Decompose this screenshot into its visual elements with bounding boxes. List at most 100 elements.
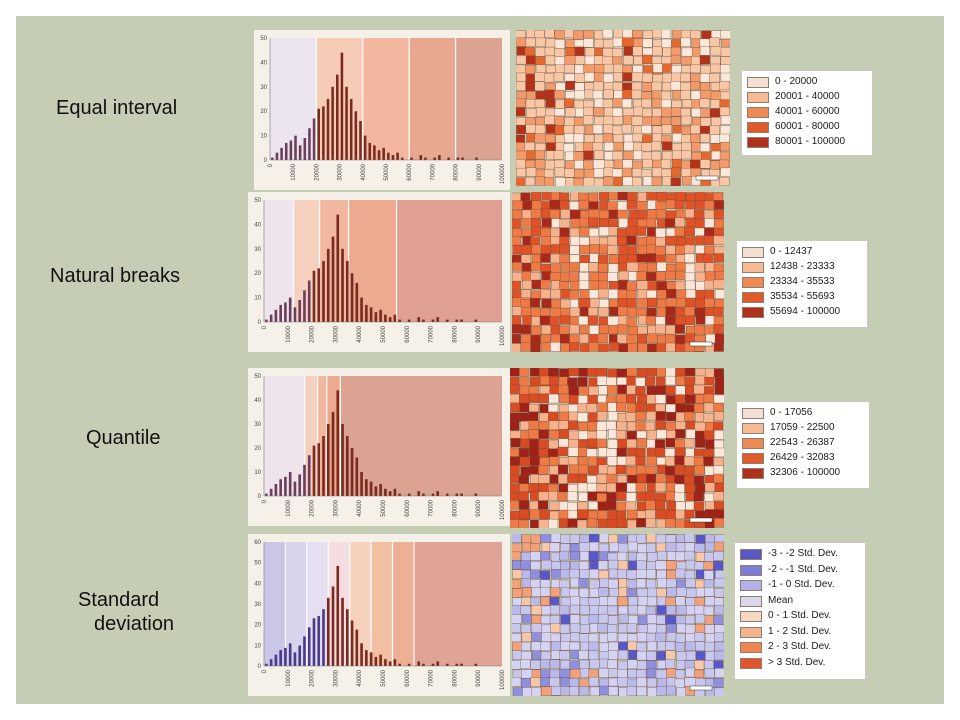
map-polygon (607, 201, 618, 211)
x-tick-label: 40000 (357, 669, 363, 686)
map-polygon (512, 280, 521, 291)
map-polygon (685, 421, 696, 431)
map-polygon (550, 623, 561, 633)
map-polygon (578, 199, 589, 210)
map-polygon (700, 117, 711, 127)
histogram-bar (331, 412, 335, 496)
map-polygon (645, 376, 656, 386)
map-polygon (665, 253, 676, 264)
map-polygon (525, 37, 536, 47)
map-polygon (651, 116, 662, 126)
map-polygon (714, 668, 724, 678)
map-polygon (703, 605, 714, 616)
map-polygon (703, 570, 714, 580)
map-polygon (589, 560, 600, 571)
map-polygon (579, 633, 590, 643)
map-polygon (593, 72, 604, 82)
map-polygon (675, 551, 686, 562)
map-polygon (685, 429, 696, 439)
x-tick-label: 60000 (405, 669, 411, 686)
map-polygon (592, 90, 603, 100)
histogram-bar (326, 99, 330, 160)
map-polygon (550, 244, 561, 254)
x-tick-label: 90000 (477, 163, 483, 180)
histogram-bar (410, 157, 413, 160)
map-polygon (685, 633, 696, 643)
map-polygon (554, 39, 565, 49)
map-polygon (559, 650, 570, 660)
map-polygon (516, 134, 525, 144)
map-polygon (674, 455, 685, 465)
choropleth-map-standard-deviation (512, 534, 724, 696)
map-polygon (635, 456, 646, 466)
map-polygon (675, 669, 686, 680)
map-polygon (617, 201, 628, 211)
legend-swatch (740, 580, 762, 591)
map-polygon (588, 650, 599, 660)
map-polygon (662, 63, 673, 73)
histogram-bar (284, 142, 288, 160)
histogram-bar (379, 484, 382, 496)
map-polygon (584, 89, 595, 99)
x-tick-label: 60000 (407, 163, 413, 180)
map-polygon (651, 81, 662, 91)
map-polygon (711, 150, 722, 160)
map-polygon (538, 429, 549, 439)
histogram-svg: 0 10 20 30 40 50 60 0 10000 20000 30000 40000 50000 6… (254, 540, 506, 690)
map-polygon (540, 677, 551, 687)
map-polygon (559, 668, 570, 679)
histogram-axis (263, 542, 502, 667)
histogram-bar (350, 620, 354, 666)
histogram-axis (263, 376, 502, 497)
map-polygon (584, 134, 595, 144)
map-polygon (558, 483, 569, 493)
map-polygon (720, 30, 730, 40)
map-polygon (621, 98, 632, 108)
map-polygon (699, 46, 710, 56)
map-polygon (598, 280, 609, 290)
map-polygon (544, 46, 555, 56)
map-polygon (675, 542, 686, 552)
map-polygon (607, 236, 618, 246)
map-polygon (559, 244, 570, 254)
map-polygon (598, 385, 609, 395)
map-polygon (598, 560, 609, 570)
map-polygon (560, 272, 570, 282)
map-polygon (606, 492, 617, 502)
map-polygon (635, 386, 646, 396)
map-polygon (684, 368, 695, 377)
histogram-bar (269, 314, 273, 322)
map-polygon (637, 326, 648, 336)
map-polygon (646, 368, 657, 377)
scale-bar (689, 517, 713, 523)
x-tick-label: 10000 (291, 163, 297, 180)
map-polygon (662, 73, 673, 83)
map-polygon (613, 90, 624, 100)
map-polygon (685, 394, 696, 404)
map-polygon (703, 413, 714, 423)
map-polygon (512, 560, 522, 570)
x-tick-label: 90000 (476, 499, 482, 516)
histogram-bar (373, 145, 376, 160)
map-polygon (626, 376, 637, 386)
class-band (293, 200, 320, 322)
map-polygon (665, 270, 676, 281)
map-polygon (665, 650, 676, 660)
map-polygon (588, 192, 598, 202)
map-polygon (555, 134, 566, 144)
map-polygon (569, 227, 580, 238)
map-polygon (618, 641, 629, 651)
map-polygon (705, 439, 716, 450)
histogram-bar (391, 155, 395, 160)
map-polygon (574, 64, 585, 74)
map-polygon (714, 333, 724, 343)
map-polygon (665, 342, 676, 352)
histogram-bar (303, 464, 306, 496)
map-polygon (593, 178, 604, 186)
x-tick-label: 100000 (500, 499, 506, 520)
map-polygon (608, 668, 619, 678)
map-polygon (685, 208, 695, 219)
map-polygon (555, 64, 566, 74)
map-polygon (573, 117, 584, 127)
map-polygon (565, 39, 576, 49)
